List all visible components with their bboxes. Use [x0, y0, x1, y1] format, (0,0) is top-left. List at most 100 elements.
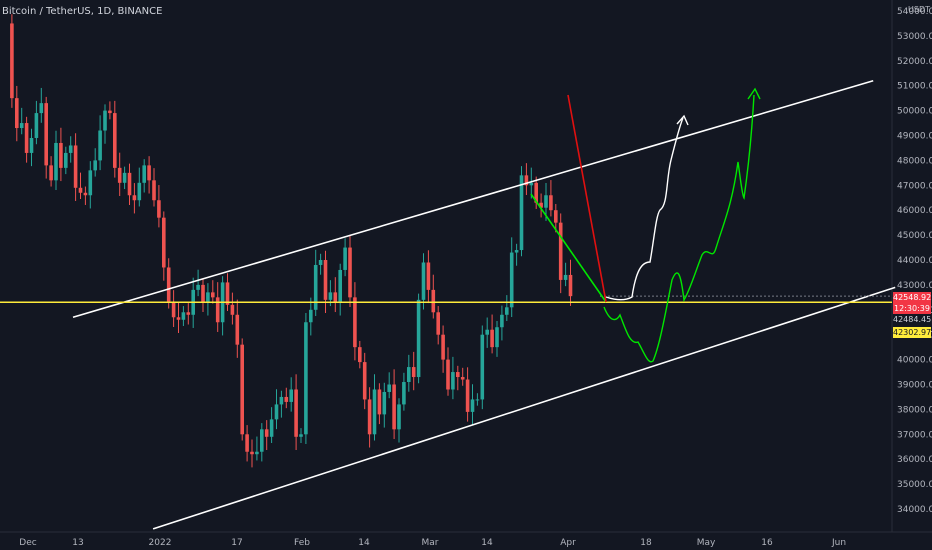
time-axis[interactable]: Dec 13 2022 17 Feb 14 Mar 14 Apr 18 May 16 Jun — [19, 538, 846, 548]
candle-body — [250, 451, 254, 455]
candle — [181, 306, 186, 326]
drawings-group — [0, 79, 896, 530]
candle — [49, 156, 53, 187]
candle — [343, 238, 347, 277]
candle — [304, 313, 308, 445]
candle-body — [524, 175, 529, 186]
candle-body — [554, 210, 558, 223]
candle-body — [39, 103, 44, 114]
candle-body — [485, 329, 489, 335]
candle — [338, 263, 342, 316]
candle-body — [549, 195, 553, 211]
candle-body — [78, 187, 83, 193]
candle — [206, 283, 210, 316]
candle-body — [181, 312, 186, 320]
candle-body — [294, 389, 298, 437]
candle-body — [544, 195, 548, 208]
candle — [441, 325, 445, 373]
channel-upper-line — [72, 79, 874, 319]
green-trendline — [530, 193, 607, 303]
candle — [260, 423, 264, 462]
candle-body — [34, 113, 39, 138]
price-tick-label: 52000.00 — [897, 57, 932, 67]
candle — [519, 166, 524, 257]
candle-body — [490, 329, 494, 348]
candle-body — [132, 195, 137, 201]
candle — [103, 104, 107, 144]
time-tick-label: 13 — [72, 538, 83, 548]
candle-body — [402, 382, 406, 405]
candle — [157, 185, 161, 228]
candle-body — [343, 247, 347, 270]
chart-title: Bitcoin / TetherUS, 1D, BINANCE — [2, 6, 163, 17]
candle — [358, 340, 362, 369]
candle — [250, 439, 254, 468]
candle-body — [534, 182, 538, 203]
candle-body — [465, 379, 470, 412]
candle-body — [495, 327, 499, 348]
green-projection-arrowhead — [747, 87, 761, 100]
last-price-tag: 42548.92 — [893, 292, 932, 303]
candle-body — [500, 314, 504, 328]
candle — [534, 176, 538, 209]
level-price-tag: 42302.97 — [893, 327, 932, 338]
candle-body — [480, 334, 485, 400]
candle-body — [309, 309, 313, 323]
candle — [456, 365, 460, 391]
candle-body — [113, 113, 117, 168]
candle-body — [568, 274, 573, 297]
candle-body — [436, 312, 440, 335]
candle-body — [348, 247, 352, 298]
candle — [152, 168, 156, 207]
candle-body — [245, 434, 249, 452]
candle-body — [269, 419, 274, 437]
time-tick-label: 2022 — [149, 538, 172, 548]
candle-body — [73, 145, 78, 188]
candle — [465, 367, 470, 422]
candle-body — [68, 145, 73, 153]
candle-body — [313, 264, 318, 310]
candle-body — [426, 262, 431, 290]
candle-body — [103, 110, 107, 131]
candle — [362, 352, 367, 410]
candle-body — [59, 142, 63, 168]
candle — [54, 130, 58, 191]
candle-body — [44, 103, 48, 166]
price-tick-label: 38000.00 — [897, 405, 932, 415]
candle-body — [382, 391, 387, 415]
candle-body — [10, 23, 14, 99]
candle-body — [299, 434, 303, 437]
candle — [485, 317, 489, 348]
red-trendline — [567, 94, 607, 303]
candle — [34, 100, 39, 145]
candle-body — [519, 175, 524, 251]
candle — [524, 163, 529, 196]
candle — [421, 253, 426, 310]
time-tick-label: Apr — [560, 538, 576, 548]
candle — [171, 290, 176, 327]
candles-group — [10, 14, 573, 468]
candle-body — [264, 429, 269, 437]
candle — [255, 436, 259, 461]
countdown-tag: 12:30:39 — [893, 303, 931, 314]
candle-body — [88, 170, 93, 196]
price-axis[interactable]: 34000.00 35000.00 36000.00 37000.00 38000.00… — [897, 7, 932, 515]
candle — [78, 172, 83, 199]
candle-body — [142, 165, 146, 183]
candle-body — [505, 307, 509, 315]
candle — [117, 152, 122, 197]
price-tick-label: 49000.00 — [897, 132, 932, 142]
candle-body — [475, 399, 480, 401]
candle-body — [176, 317, 181, 320]
candle — [289, 377, 293, 412]
white-projection-arrowhead — [676, 114, 689, 126]
bid-price-tag: 42484.45 — [893, 314, 932, 325]
price-tick-label: 44000.00 — [897, 256, 932, 266]
candle — [137, 167, 142, 207]
price-tick-label: 36000.00 — [897, 455, 932, 465]
candle-body — [392, 384, 396, 430]
candle-body — [108, 110, 112, 114]
candle-body — [456, 372, 460, 378]
candle — [563, 262, 568, 287]
